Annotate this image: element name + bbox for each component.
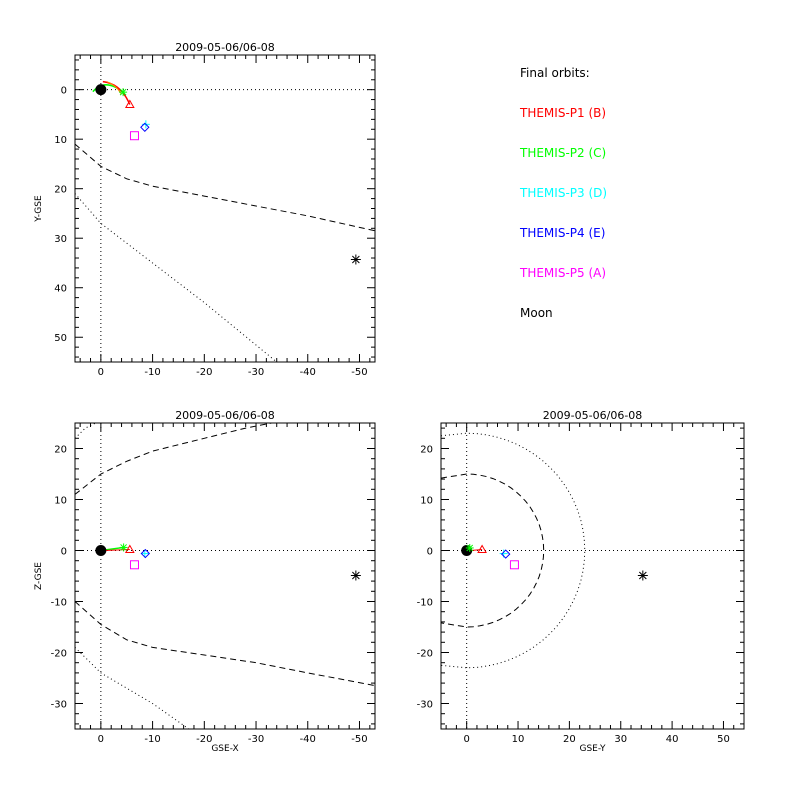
plot-area [75,423,375,729]
legend-item: THEMIS-P3 (D) [520,186,608,200]
bow-shock-curve [75,423,96,439]
plot-title: 2009-05-06/06-08 [543,409,643,422]
plot-panel: 2009-05-06/06-08 0 -10 -20 -30 -40 -50 20 10 0 -10… [34,409,376,754]
bow-shock-curve [75,193,278,362]
magnetopause-curve [441,473,545,628]
marker-stroke [638,571,647,580]
x-tick-label: -10 [144,367,160,378]
marker-stroke [119,88,127,96]
x-tick-label: -30 [248,367,264,378]
spacecraft-p2-marker [119,88,128,97]
x-tick-label: -10 [144,734,160,745]
moon-marker [350,254,361,265]
plot-title: 2009-05-06/06-08 [175,409,275,422]
magnetopause-curve [75,423,272,495]
y-tick-label: 0 [61,547,67,558]
x-axis-label: GSE-Y [579,744,606,754]
x-tick-label: 20 [563,734,576,745]
y-tick-label: -30 [51,700,67,711]
y-tick-label: 20 [420,445,433,456]
x-tick-label: 0 [98,367,104,378]
spacecraft-p2-marker [465,543,474,552]
spacecraft-p5-marker [129,560,139,570]
spacecraft-p5-marker [129,131,139,141]
earth-marker [95,545,107,556]
legend-item: THEMIS-P5 (A) [520,266,607,280]
legend: Final orbits: THEMIS-P1 (B) THEMIS-P2 (C)… [520,66,607,346]
y-tick-label: 50 [54,333,67,344]
y-tick-label: 0 [61,86,67,97]
y-tick-label: 40 [54,284,67,295]
y-tick-label: 30 [54,234,67,245]
y-tick-label: -30 [417,700,433,711]
orbit-track-p1 [102,80,131,105]
plot-area [441,432,648,669]
marker-stroke [120,544,127,551]
x-tick-label: -40 [300,367,316,378]
x-tick-label: -20 [196,367,212,378]
legend-item: THEMIS-P4 (E) [520,226,606,240]
spacecraft-p4-marker [140,548,151,559]
spacecraft-p4-marker [140,122,150,133]
plot-panel: 2009-05-06/06-08 0 -10 -20 -30 -40 -50 0 10 20 30 4… [34,41,376,378]
spacecraft-p1-marker [477,544,487,553]
x-tick-label: 40 [666,734,679,745]
magnetopause-curve [75,601,375,687]
marker-stroke [466,544,474,552]
y-tick-label: -10 [417,598,433,609]
x-tick-label: 0 [98,734,104,745]
x-tick-label: 30 [614,734,627,745]
spacecraft-p2-marker [119,543,128,552]
y-axis-label: Z-GSE [34,562,44,590]
legend-item: THEMIS-P1 (B) [520,106,607,120]
plot-panel: 2009-05-06/06-08 0 10 20 30 40 50 20 10 0 -10 -20 -3… [417,409,745,754]
plot-frame [74,54,376,363]
y-tick-label: -10 [51,598,67,609]
y-tick-label: 0 [427,547,433,558]
x-tick-label: -50 [351,367,367,378]
y-tick-label: -20 [417,649,433,660]
spacecraft-p1-marker [124,544,135,553]
y-tick-label: -20 [51,649,67,660]
x-tick-label: 50 [717,734,730,745]
plot-frame [440,422,745,730]
y-axis-label: Y-GSE [34,195,44,223]
marker-stroke [352,255,360,264]
x-tick-label: -20 [196,734,212,745]
plot-title: 2009-05-06/06-08 [175,41,275,54]
marker-stroke [352,571,360,580]
x-tick-label: 10 [512,734,525,745]
x-tick-label: -40 [300,734,316,745]
bow-shock-curve [441,432,586,669]
plot-frame [74,422,376,730]
x-axis-label: GSE-X [211,744,238,754]
earth-marker [95,84,107,96]
x-tick-label: -50 [351,734,367,745]
legend-item: THEMIS-P2 (C) [520,146,607,160]
moon-marker [637,570,648,581]
spacecraft-p5-marker [509,560,519,570]
spacecraft-p1-marker [124,99,135,109]
bow-shock-curve [75,647,190,729]
legend-item: Moon [520,306,553,320]
x-tick-label: 0 [463,734,469,745]
plot-area [75,80,375,362]
spacecraft-p4-marker [501,549,511,559]
magnetopause-curve [75,143,375,232]
y-tick-label: 10 [54,135,67,146]
moon-marker [350,570,361,581]
spacecraft-p3-marker [140,549,149,558]
legend-title: Final orbits: [520,66,590,80]
y-tick-label: 20 [54,445,67,456]
y-tick-label: 10 [420,496,433,507]
y-tick-label: 10 [54,496,67,507]
y-tick-label: 20 [54,185,67,196]
x-tick-label: -30 [248,734,264,745]
